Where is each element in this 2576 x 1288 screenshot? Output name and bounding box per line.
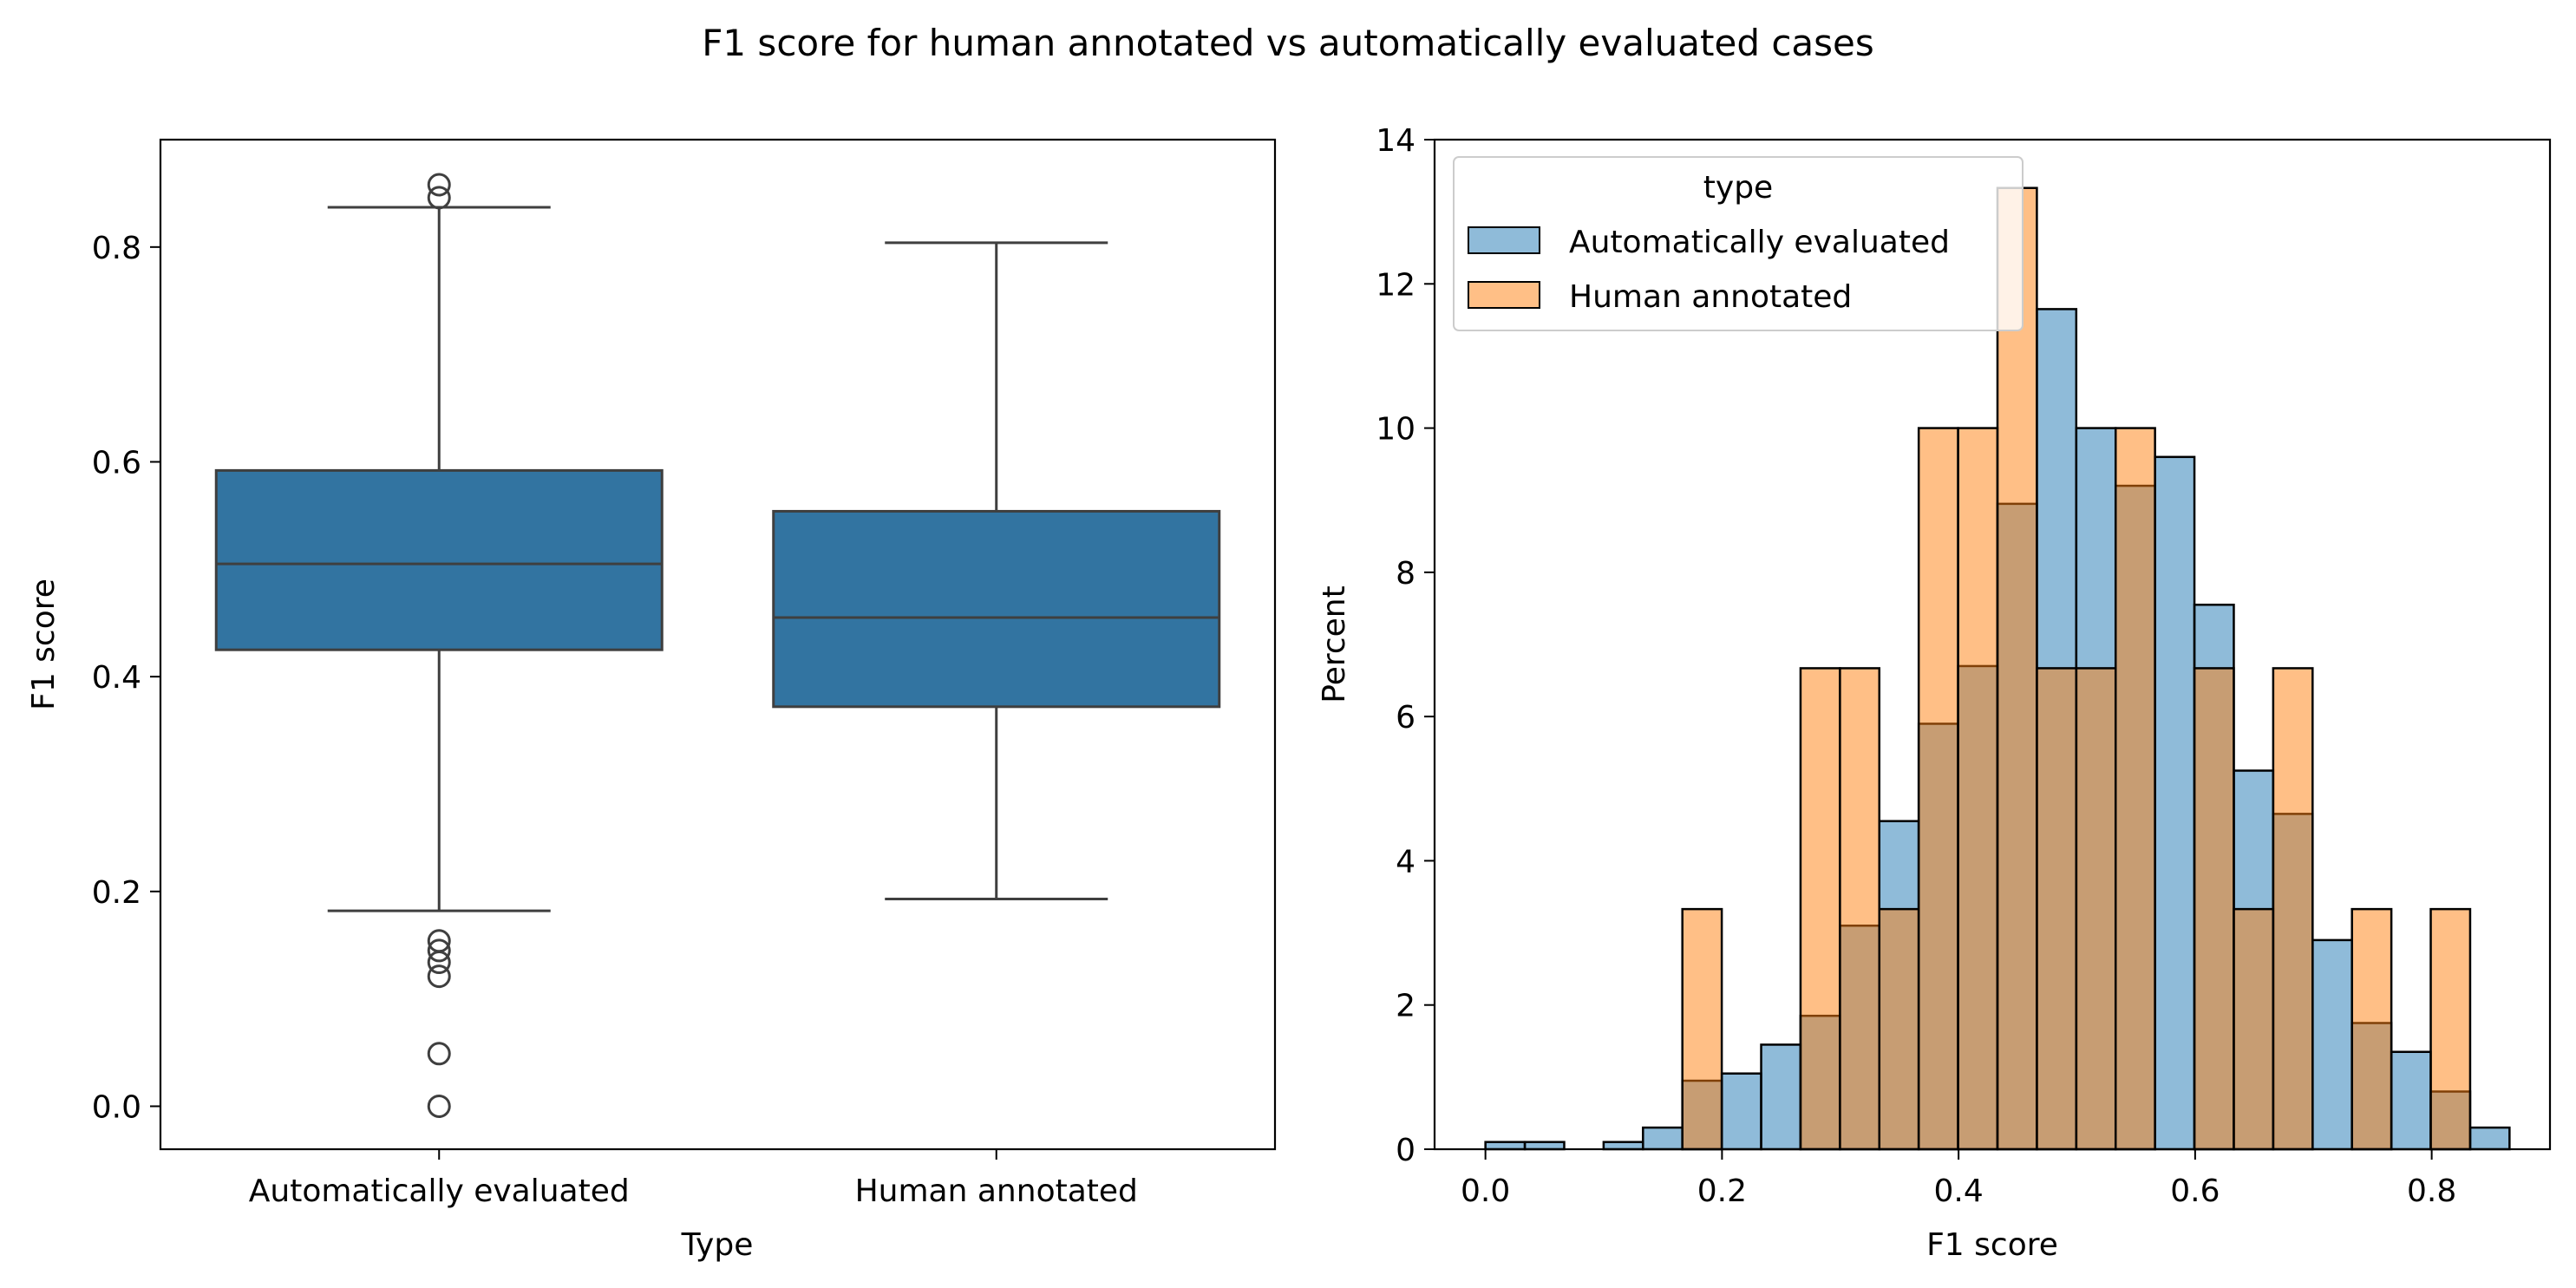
box-automatically-evaluated — [214, 468, 664, 651]
histogram-bar-human-annotated — [2350, 907, 2393, 1151]
histogram-bar-automatically-evaluated — [1720, 1072, 1762, 1151]
boxplot-content — [214, 173, 1221, 1118]
histogram-bar-human-annotated — [2429, 907, 2472, 1151]
histogram-bar-automatically-evaluated — [1760, 1043, 1802, 1151]
y-tick-label: 0.8 — [92, 231, 141, 266]
histogram-bar-automatically-evaluated — [1642, 1126, 1684, 1151]
x-tick-label: 0.8 — [2407, 1174, 2456, 1209]
figure-title: F1 score for human annotated vs automati… — [702, 22, 1874, 64]
outlier-point — [427, 1042, 451, 1066]
legend-box — [1453, 156, 2024, 331]
x-tick-label: 0.2 — [1697, 1174, 1747, 1209]
histogram-panel: 0 2 4 6 8 10 12 14 0.0 0.2 0.4 0.6 0.8 F1 score Per… — [1317, 123, 2552, 1263]
boxplot-frame — [159, 138, 1277, 1151]
histogram-legend: type Automatically evaluated Human annot… — [1453, 156, 2024, 331]
y-tick-label: 0.2 — [92, 875, 141, 911]
histogram-bar-human-annotated — [2233, 907, 2275, 1151]
legend-title: type — [1703, 170, 1773, 206]
boxplot-x-ticks: Automatically evaluated Human annotated — [249, 1149, 1138, 1209]
outlier-point — [427, 938, 451, 963]
histogram-bar-human-annotated — [2114, 427, 2156, 1151]
outlier-point — [427, 951, 451, 975]
outlier-point — [427, 964, 451, 989]
legend-label-automatically-evaluated: Automatically evaluated — [1569, 225, 1950, 260]
outlier-point — [427, 1094, 451, 1118]
y-tick-label: 0.4 — [92, 660, 141, 696]
histogram-bar-human-annotated — [2272, 667, 2314, 1151]
boxplot-y-ticks: 0.0 0.2 0.4 0.6 0.8 — [92, 231, 160, 1125]
x-tick-label: 0.4 — [1934, 1174, 1984, 1209]
outlier-point — [427, 173, 451, 197]
x-tick-label: 0.0 — [1461, 1174, 1510, 1209]
histogram-bar-automatically-evaluated — [2154, 455, 2196, 1151]
histogram-bar-human-annotated — [1799, 667, 1841, 1151]
box-human-annotated — [772, 509, 1221, 709]
y-tick-label: 6 — [1396, 700, 1415, 736]
histogram-content — [1484, 186, 2511, 1151]
histogram-y-ticks: 0 2 4 6 8 10 12 14 — [1376, 123, 1435, 1168]
histogram-bar-human-annotated — [1996, 186, 2038, 1151]
histogram-bar-automatically-evaluated — [1602, 1141, 1644, 1151]
histogram-bar-human-annotated — [1839, 667, 1881, 1151]
y-tick-label: 2 — [1396, 989, 1415, 1024]
histogram-bar-automatically-evaluated — [2390, 1050, 2432, 1151]
legend-swatch-human-annotated — [1468, 281, 1540, 309]
histogram-x-ticks: 0.0 0.2 0.4 0.6 0.8 — [1461, 1149, 2456, 1209]
x-tick-label: Automatically evaluated — [249, 1174, 630, 1209]
histogram-bar-human-annotated — [1878, 907, 1920, 1151]
histogram-bar-human-annotated — [2075, 667, 2117, 1151]
y-tick-label: 10 — [1376, 412, 1415, 448]
histogram-bar-automatically-evaluated — [1523, 1141, 1566, 1151]
histogram-x-axis-label: F1 score — [1926, 1227, 2058, 1263]
legend-label-human-annotated: Human annotated — [1569, 279, 1852, 315]
histogram-bar-automatically-evaluated — [1484, 1141, 1527, 1151]
histogram-bar-automatically-evaluated — [2468, 1126, 2511, 1151]
outlier-point — [427, 186, 451, 210]
y-tick-label: 14 — [1376, 123, 1415, 159]
histogram-bar-automatically-evaluated — [2311, 938, 2353, 1151]
y-tick-label: 4 — [1396, 844, 1415, 879]
y-tick-label: 0 — [1396, 1133, 1415, 1168]
histogram-bar-human-annotated — [1957, 427, 1999, 1151]
histogram-bar-human-annotated — [2193, 667, 2235, 1151]
x-tick-label: 0.6 — [2170, 1174, 2220, 1209]
histogram-y-axis-label: Percent — [1317, 585, 1352, 703]
boxplot-x-axis-label: Type — [681, 1227, 754, 1263]
x-tick-label: Human annotated — [855, 1174, 1138, 1209]
boxplot-y-axis-label: F1 score — [26, 579, 62, 710]
y-tick-label: 12 — [1376, 267, 1415, 303]
histogram-frame — [1433, 138, 2552, 1151]
histogram-bar-human-annotated — [2036, 667, 2078, 1151]
boxplot-panel: 0.0 0.2 0.4 0.6 0.8 Automatically evaluated H… — [26, 138, 1277, 1263]
y-tick-label: 0.6 — [92, 445, 141, 481]
y-tick-label: 8 — [1396, 556, 1415, 592]
y-tick-label: 0.0 — [92, 1089, 141, 1125]
legend-swatch-automatically-evaluated — [1468, 226, 1540, 254]
histogram-bar-human-annotated — [1917, 427, 1959, 1151]
histogram-bar-human-annotated — [1681, 907, 1723, 1151]
